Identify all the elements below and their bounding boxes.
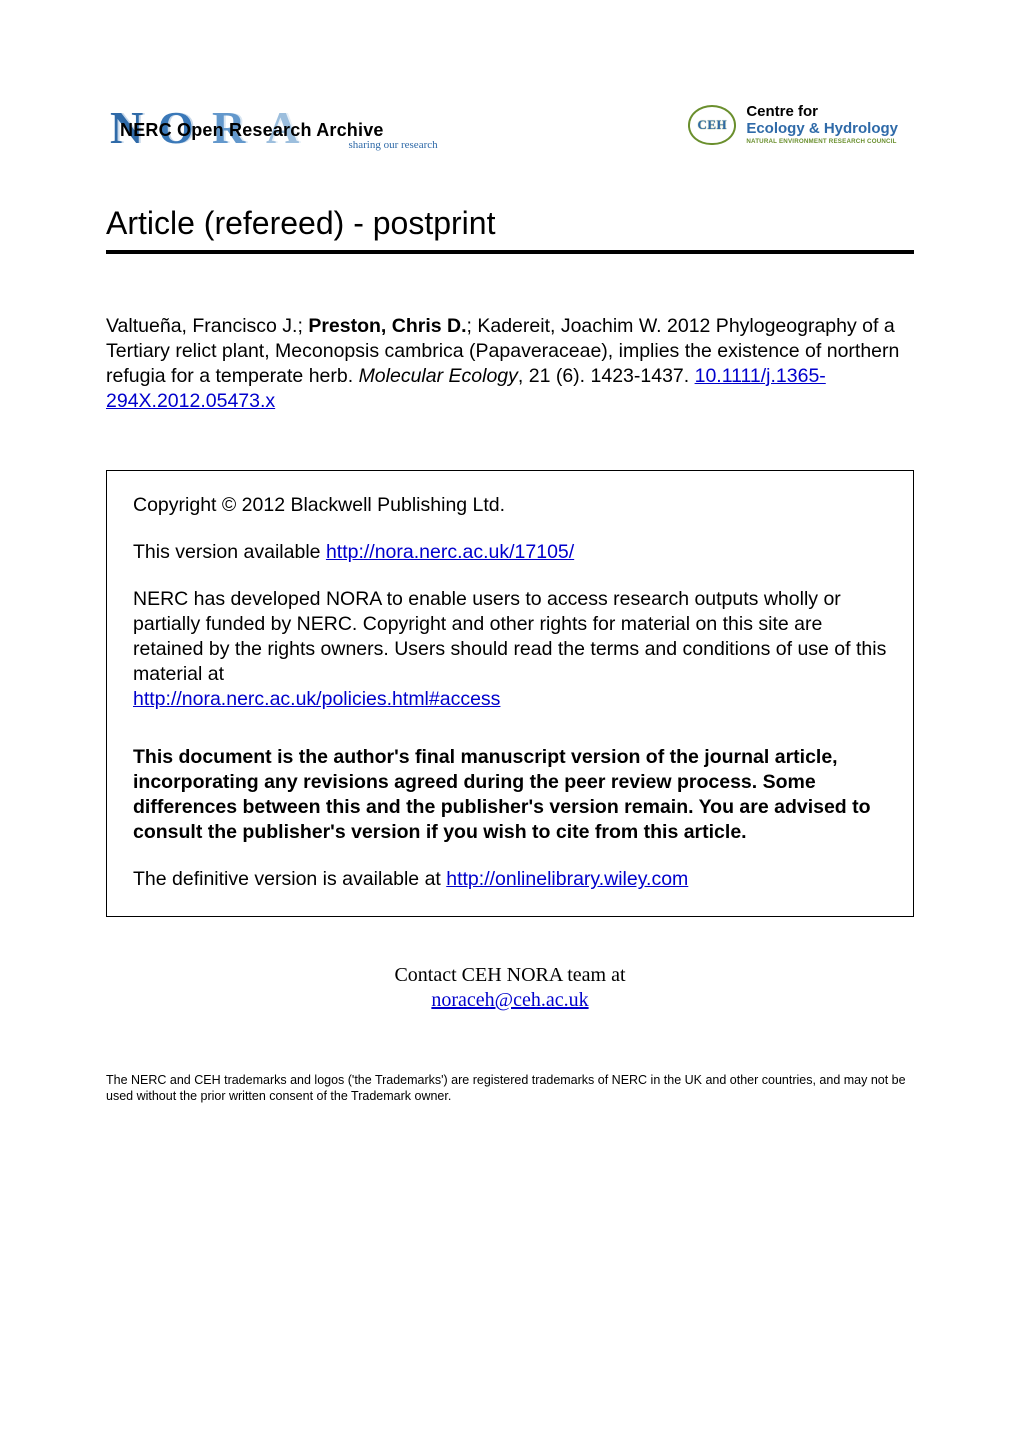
definitive-link[interactable]: http://onlinelibrary.wiley.com [446,868,688,890]
nora-tagline: sharing our research [348,139,437,151]
disclaimer: This document is the author's final manu… [133,745,887,845]
ceh-logo: CEH Centre for Ecology & Hydrology NATUR… [688,104,898,145]
title-rule [106,250,914,254]
ceh-badge-icon: CEH [688,105,736,145]
definitive-line: The definitive version is available at h… [133,867,887,892]
nora-about: NERC has developed NORA to enable users … [133,587,887,712]
ceh-text: Centre for Ecology & Hydrology NATURAL E… [746,104,898,145]
nora-title: NERC Open Research Archive [120,120,384,141]
version-link[interactable]: http://nora.nerc.ac.uk/17105/ [326,541,574,563]
citation-journal: Molecular Ecology [359,365,518,387]
nora-about-text: NERC has developed NORA to enable users … [133,588,886,685]
logo-row: N O R A NERC Open Research Archive shari… [106,98,914,151]
citation: Valtueña, Francisco J.; Preston, Chris D… [106,314,906,414]
contact-email-link[interactable]: noraceh@ceh.ac.uk [431,989,588,1011]
citation-bold-author: Preston, Chris D. [308,315,466,337]
article-type-title: Article (refereed) - postprint [106,205,914,242]
definitive-pre: The definitive version is available at [133,868,446,890]
contact-line1: Contact CEH NORA team at [394,964,625,986]
ceh-line3: NATURAL ENVIRONMENT RESEARCH COUNCIL [746,138,898,145]
citation-pre: Valtueña, Francisco J.; [106,315,308,337]
page: N O R A NERC Open Research Archive shari… [0,0,1020,1442]
ceh-line1: Centre for [746,104,898,121]
ceh-line2: Ecology & Hydrology [746,121,898,138]
version-line: This version available http://nora.nerc.… [133,540,887,565]
policies-link[interactable]: http://nora.nerc.ac.uk/policies.html#acc… [133,688,500,710]
citation-post-ital: , 21 (6). 1423-1437. [518,365,695,387]
info-box: Copyright © 2012 Blackwell Publishing Lt… [106,470,914,917]
contact-block: Contact CEH NORA team at noraceh@ceh.ac.… [106,963,914,1013]
trademark-footer: The NERC and CEH trademarks and logos ('… [106,1073,914,1104]
nora-logo: N O R A NERC Open Research Archive shari… [110,98,384,151]
disclaimer-bold: This document is the author's final manu… [133,746,871,843]
copyright-line: Copyright © 2012 Blackwell Publishing Lt… [133,493,887,518]
version-pre: This version available [133,541,326,563]
nora-text: NERC Open Research Archive sharing our r… [120,120,384,151]
ceh-badge-text: CEH [697,117,727,133]
